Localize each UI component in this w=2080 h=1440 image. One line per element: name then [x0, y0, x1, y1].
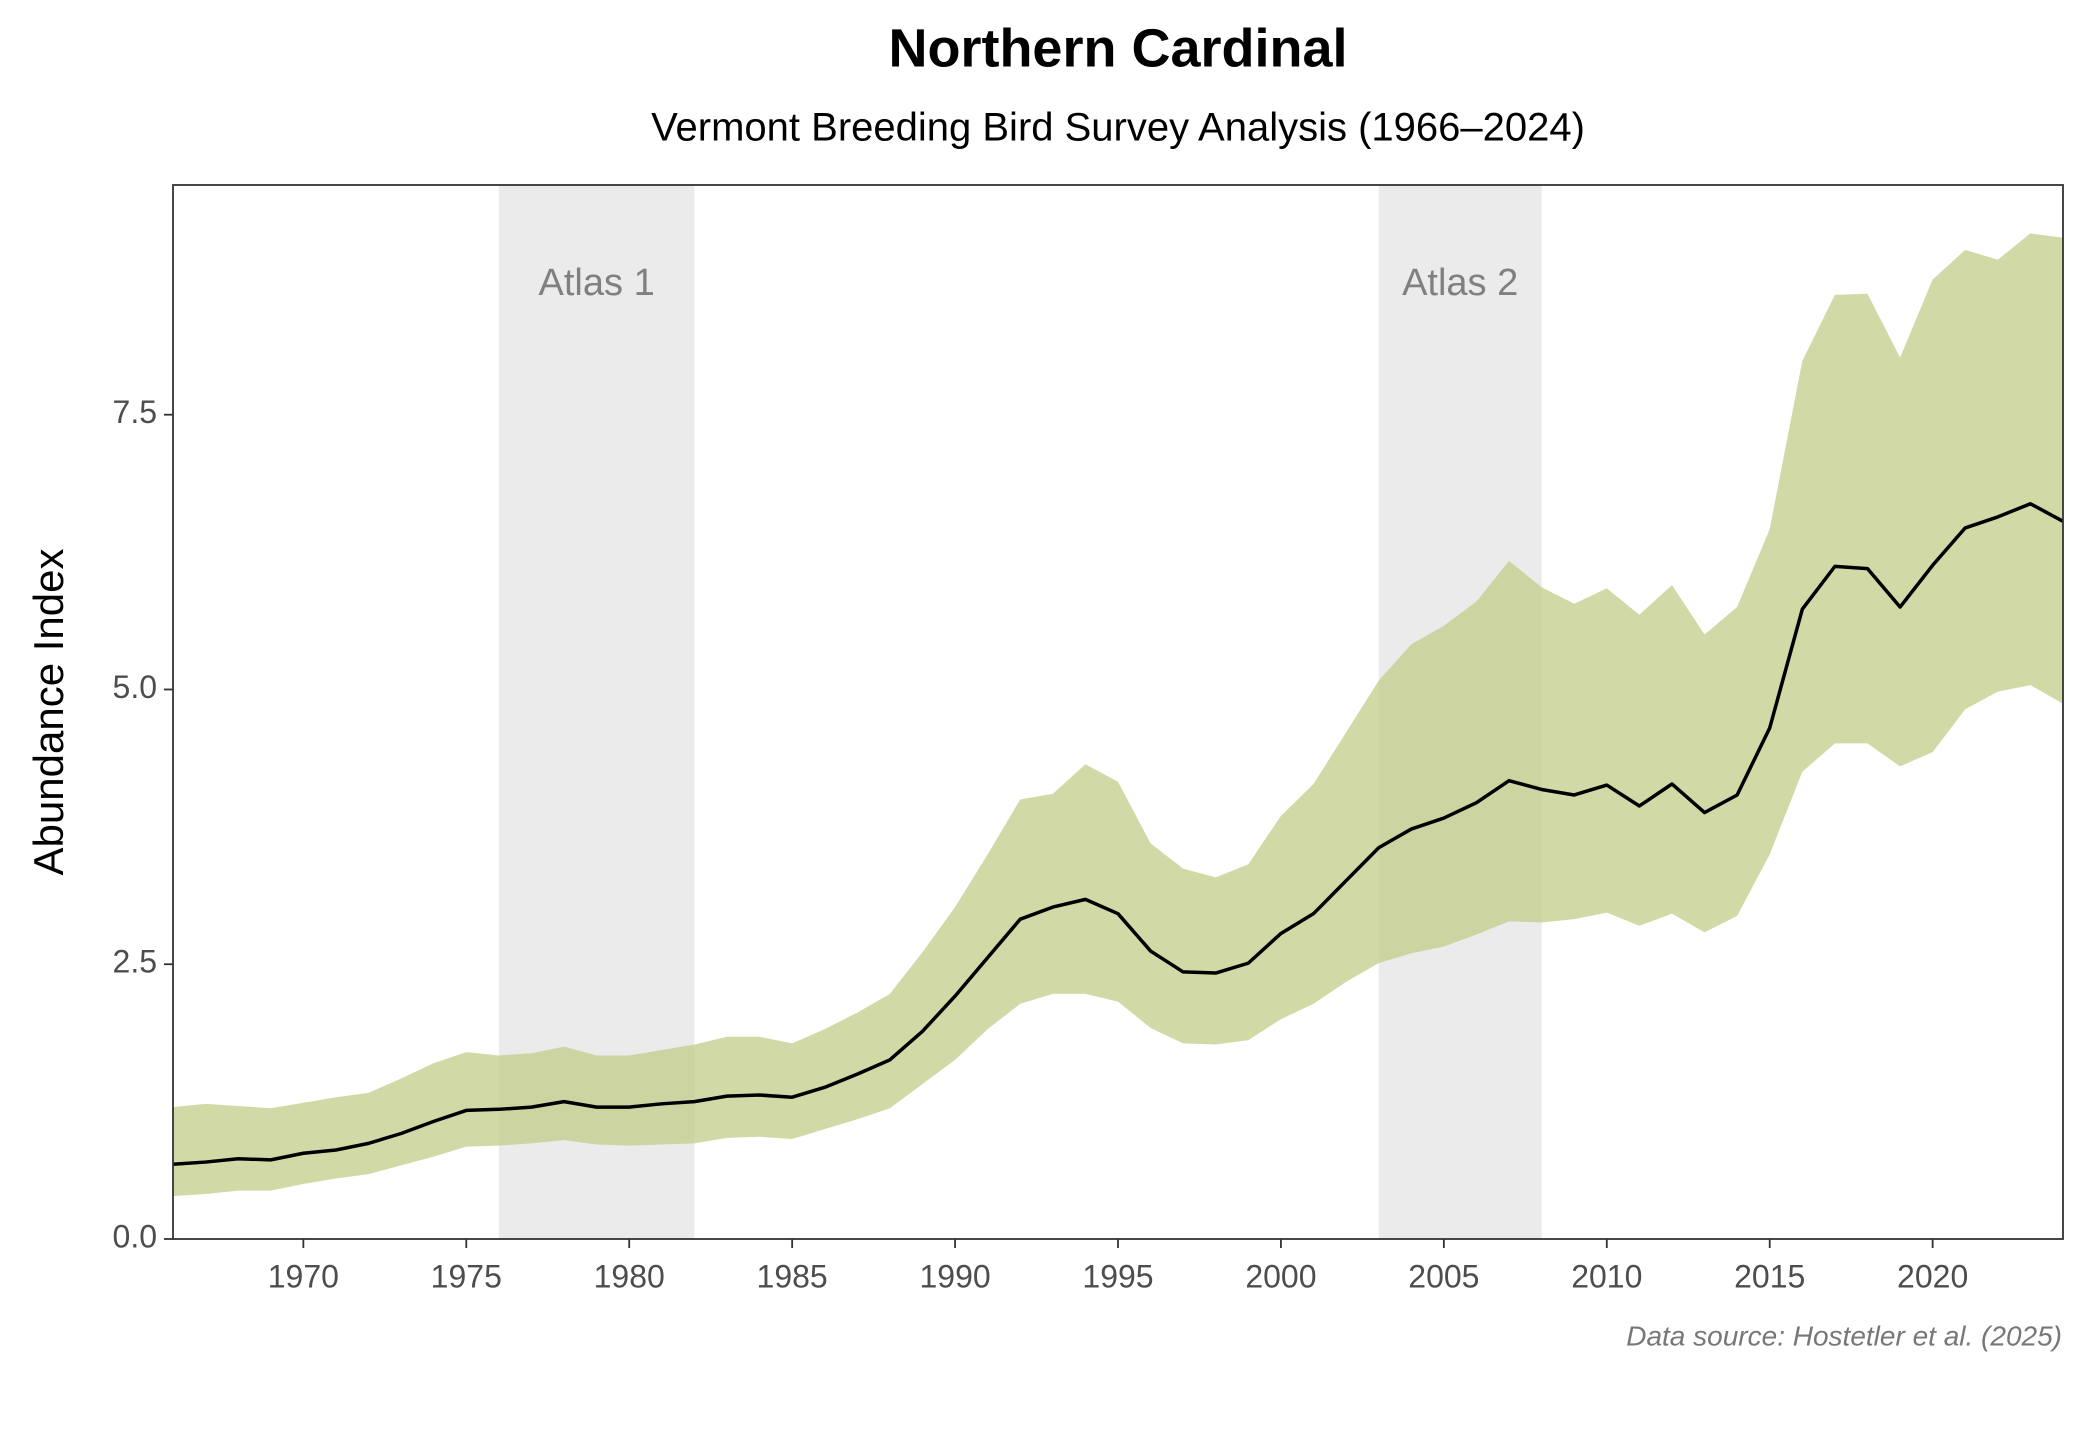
x-tick-label: 1995: [1082, 1258, 1153, 1294]
chart-subtitle: Vermont Breeding Bird Survey Analysis (1…: [651, 106, 1585, 150]
trend-line: [172, 501, 2064, 1167]
x-tick-label: 2005: [1408, 1258, 1479, 1294]
x-tick-label: 1980: [594, 1258, 665, 1294]
confidence-band: [173, 233, 2063, 1197]
x-tick-label: 2000: [1245, 1258, 1316, 1294]
y-tick-label: 7.5: [113, 394, 157, 430]
y-tick-label: 0.0: [113, 1218, 157, 1254]
x-tick-label: 2015: [1734, 1258, 1805, 1294]
x-tick-label: 1970: [268, 1258, 339, 1294]
x-tick-label: 1985: [757, 1258, 828, 1294]
region-label: Atlas 2: [1402, 262, 1518, 304]
y-tick-label: 5.0: [113, 669, 157, 705]
chart-title: Northern Cardinal: [888, 18, 1347, 78]
y-tick-label: 2.5: [113, 944, 157, 980]
x-tick-label: 2020: [1897, 1258, 1968, 1294]
region-label: Atlas 1: [539, 262, 655, 304]
caption: Data source: Hostetler et al. (2025): [1626, 1320, 2062, 1351]
x-tick-label: 1975: [431, 1258, 502, 1294]
x-tick-label: 2010: [1571, 1258, 1642, 1294]
x-tick-label: 1990: [919, 1258, 990, 1294]
y-axis-title: Abundance Index: [25, 549, 72, 876]
